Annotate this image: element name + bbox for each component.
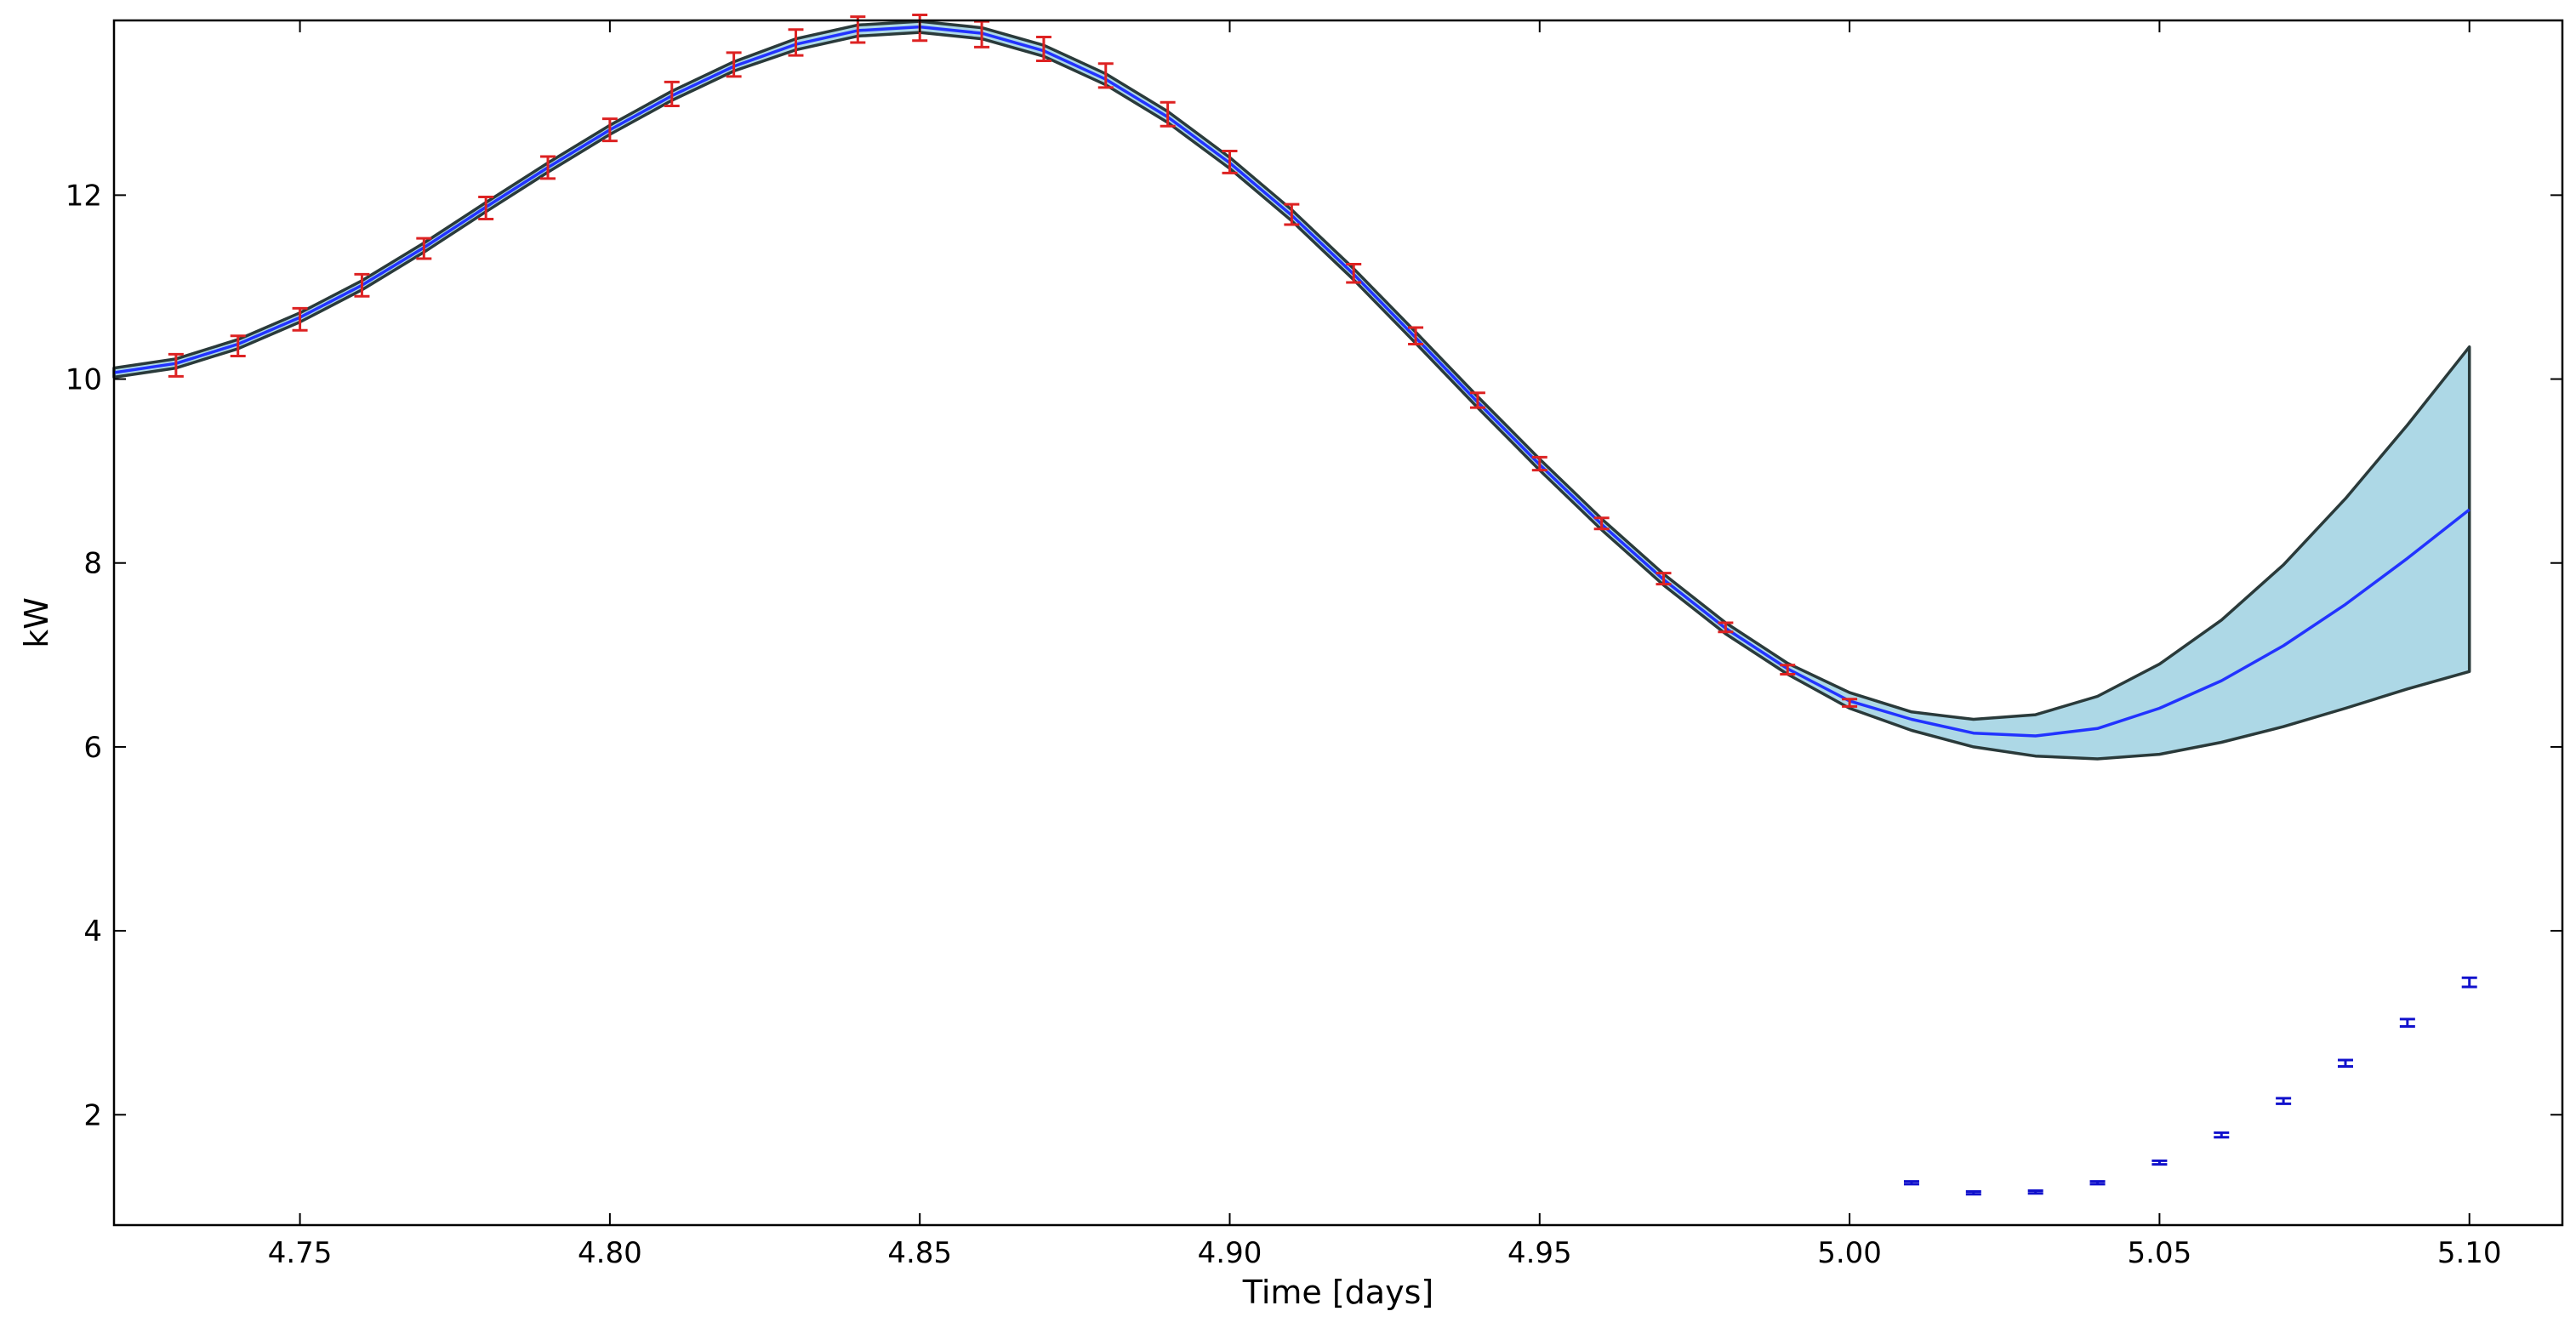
observed-errorbar [1531, 455, 1547, 472]
observed-errorbar [1097, 62, 1114, 89]
observed-errorbars [168, 14, 1858, 708]
plot-area [112, 14, 2477, 1196]
x-tick-label: 5.05 [2128, 1236, 2192, 1270]
observed-errorbar [540, 155, 556, 180]
forecast-std-errorbar [2276, 1097, 2292, 1105]
forecast-std-errorbar [2337, 1058, 2353, 1069]
forecast-std-errorbar [2461, 976, 2477, 989]
observed-errorbar [1718, 621, 1734, 634]
x-tick-label: 4.85 [887, 1236, 952, 1270]
forecast-std-errorbar [2151, 1159, 2168, 1166]
x-axis-ticks: 4.75 4.80 4.85 4.90 4.95 5.00 5.05 5.10 [268, 20, 2502, 1270]
observed-errorbar [1346, 262, 1362, 284]
observed-errorbar [1469, 391, 1485, 409]
y-tick-label: 8 [83, 547, 102, 581]
observed-errorbar [416, 237, 432, 260]
forecast-std-errorbar [1903, 1180, 1919, 1186]
forecast-std-errorbars [1903, 976, 2477, 1196]
observed-errorbar [1842, 698, 1858, 708]
observed-errorbar [726, 51, 742, 78]
x-axis-title: Time [days] [1242, 1274, 1433, 1311]
observed-errorbar [168, 352, 184, 378]
axes-frame [112, 19, 2564, 1227]
x-tick-label: 4.80 [578, 1236, 642, 1270]
y-tick-label: 4 [83, 915, 102, 949]
x-tick-label: 5.10 [2437, 1236, 2502, 1270]
forecast-std-errorbar [2089, 1180, 2106, 1186]
x-tick-label: 4.90 [1198, 1236, 1262, 1270]
forecast-std-errorbar [1965, 1190, 1981, 1196]
y-axis-ticks: 2 4 6 8 10 12 [66, 179, 2562, 1132]
x-tick-label: 4.95 [1507, 1236, 1572, 1270]
x-tick-label: 5.00 [1817, 1236, 1882, 1270]
y-tick-label: 12 [66, 179, 102, 213]
forecast-std-errorbar [2399, 1018, 2415, 1029]
observed-errorbar [1656, 572, 1672, 586]
y-tick-label: 6 [83, 731, 102, 765]
observed-errorbar [788, 28, 804, 57]
observed-errorbar [1160, 100, 1176, 128]
observed-errorbar [354, 272, 370, 298]
observed-errorbar [1284, 202, 1300, 226]
y-tick-label: 2 [83, 1098, 102, 1132]
observed-errorbar [1593, 516, 1610, 531]
uncertainty-band [112, 20, 2471, 761]
observed-errorbar [230, 334, 246, 358]
forecast-std-errorbar [2214, 1131, 2230, 1139]
observed-errorbar [1222, 149, 1238, 174]
prediction-mean-line [113, 25, 2471, 738]
y-tick-label: 10 [66, 363, 102, 397]
observed-errorbar [1035, 35, 1051, 63]
observed-errorbar [292, 306, 308, 332]
x-tick-label: 4.75 [268, 1236, 333, 1270]
observed-errorbar [601, 117, 618, 143]
observed-errorbar [478, 196, 494, 220]
observed-errorbar [664, 80, 680, 108]
observed-errorbar [1780, 664, 1796, 676]
forecast-std-errorbar [2027, 1189, 2043, 1195]
observed-errorbar [1408, 326, 1424, 345]
y-axis-title: kW [18, 597, 55, 648]
